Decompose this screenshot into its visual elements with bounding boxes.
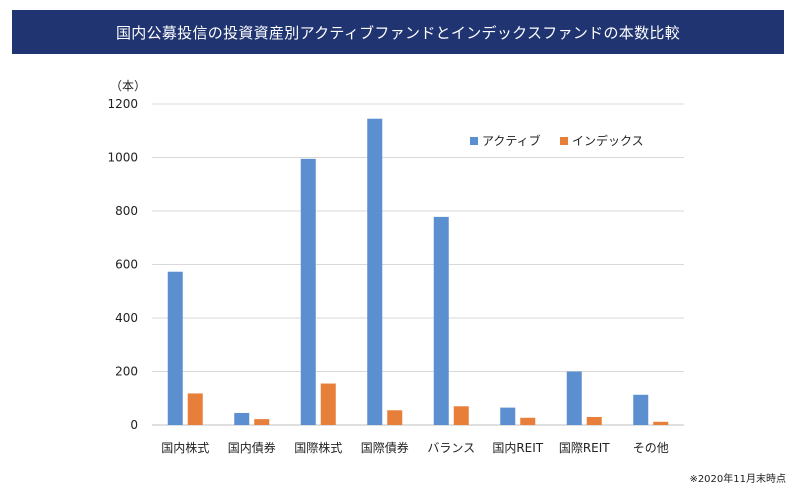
x-tick-label: その他 (633, 441, 669, 455)
bar-active (500, 407, 516, 425)
title-bar: 国内公募投信の投資資産別アクティブファンドとインデックスファンドの本数比較 (12, 10, 784, 54)
legend-swatch (470, 137, 478, 145)
bar-index (586, 416, 602, 425)
legend-swatch (560, 137, 568, 145)
x-tick-label: 国内REIT (492, 441, 543, 455)
legend-label: アクティブ (482, 133, 541, 148)
y-tick-label: 0 (130, 418, 138, 432)
page-title: 国内公募投信の投資資産別アクティブファンドとインデックスファンドの本数比較 (115, 23, 680, 42)
bar-active (367, 118, 383, 426)
x-tick-label: 国内債券 (228, 440, 276, 455)
bar-active (566, 371, 582, 425)
y-tick-label: 1000 (107, 151, 138, 165)
y-tick-label: 200 (115, 365, 138, 379)
bar-index (187, 393, 203, 425)
bar-index (254, 419, 270, 425)
y-tick-label: 400 (115, 311, 138, 325)
bar-active (300, 158, 316, 425)
y-tick-label: 1200 (107, 97, 138, 111)
bar-chart: 0 200 400 600 800 1000 1200 （本） 国内株式 国内債券 国際株式 国際債券… (107, 79, 684, 455)
bar-active (433, 216, 449, 425)
y-tick-label: 600 (115, 258, 138, 272)
x-tick-label: 国際債券 (361, 440, 409, 455)
bar-active (633, 394, 649, 425)
bar-index (387, 410, 403, 425)
x-tick-label: バランス (427, 441, 475, 455)
x-tick-label: 国際株式 (294, 440, 342, 455)
x-tick-label: 国内株式 (161, 440, 209, 455)
y-tick-label: 800 (115, 204, 138, 218)
bar-index (320, 383, 336, 425)
bar-active (234, 412, 250, 425)
bar-index (453, 406, 469, 425)
footnote: ※2020年11月末時点 (689, 474, 786, 485)
legend-label: インデックス (572, 133, 644, 148)
x-tick-label: 国際REIT (559, 441, 610, 455)
bar-index (653, 421, 669, 425)
bar-active (167, 271, 183, 425)
y-axis-label: （本） (110, 79, 146, 93)
bar-index (520, 417, 536, 425)
